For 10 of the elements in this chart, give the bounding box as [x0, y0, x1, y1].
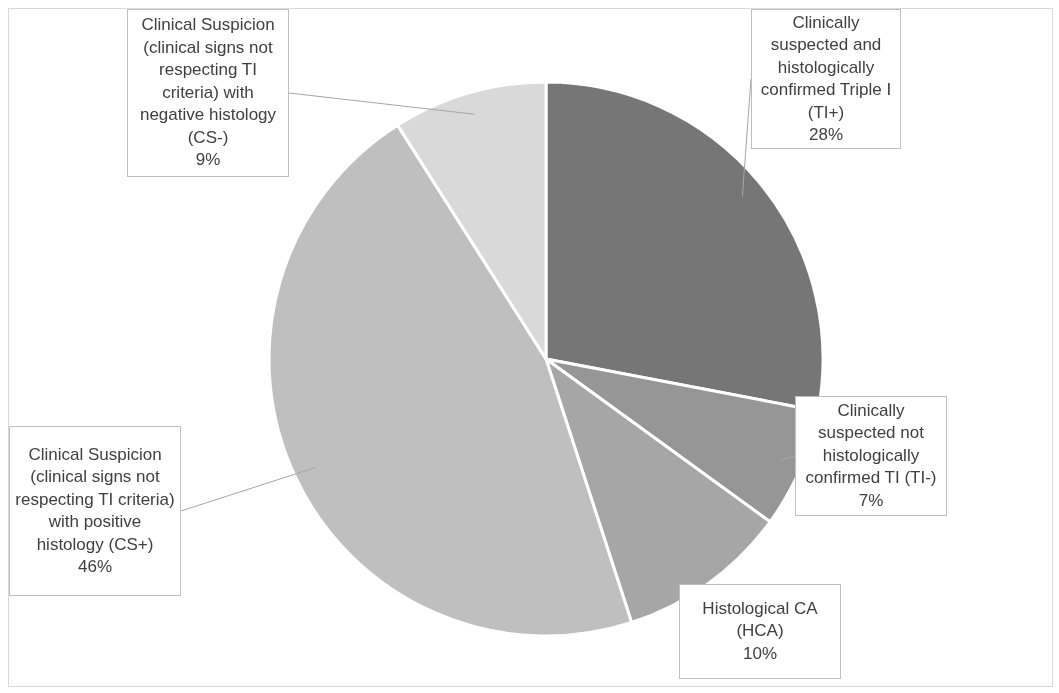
data-label: 7% [857, 489, 885, 512]
data-label: 28% [808, 124, 844, 146]
data-label: 46% [77, 556, 113, 578]
slice-label: Clinical Suspicion (clinical signs not respecting TI criteria) with negative histology (CS-) [138, 14, 278, 149]
slice-label: Clinically suspected not histologically confirmed TI (TI-) [804, 399, 938, 490]
slice-label: Clinical Suspicion (clinical signs not respecting TI criteria) with positive histology (CS+) [14, 443, 176, 556]
data-label: 10% [742, 642, 778, 665]
data-label: 9% [194, 149, 222, 172]
slice-label: Clinically suspected and histologically confirmed Triple I (TI+) [759, 11, 893, 124]
slice-label: Histological CA (HCA) [701, 597, 819, 643]
